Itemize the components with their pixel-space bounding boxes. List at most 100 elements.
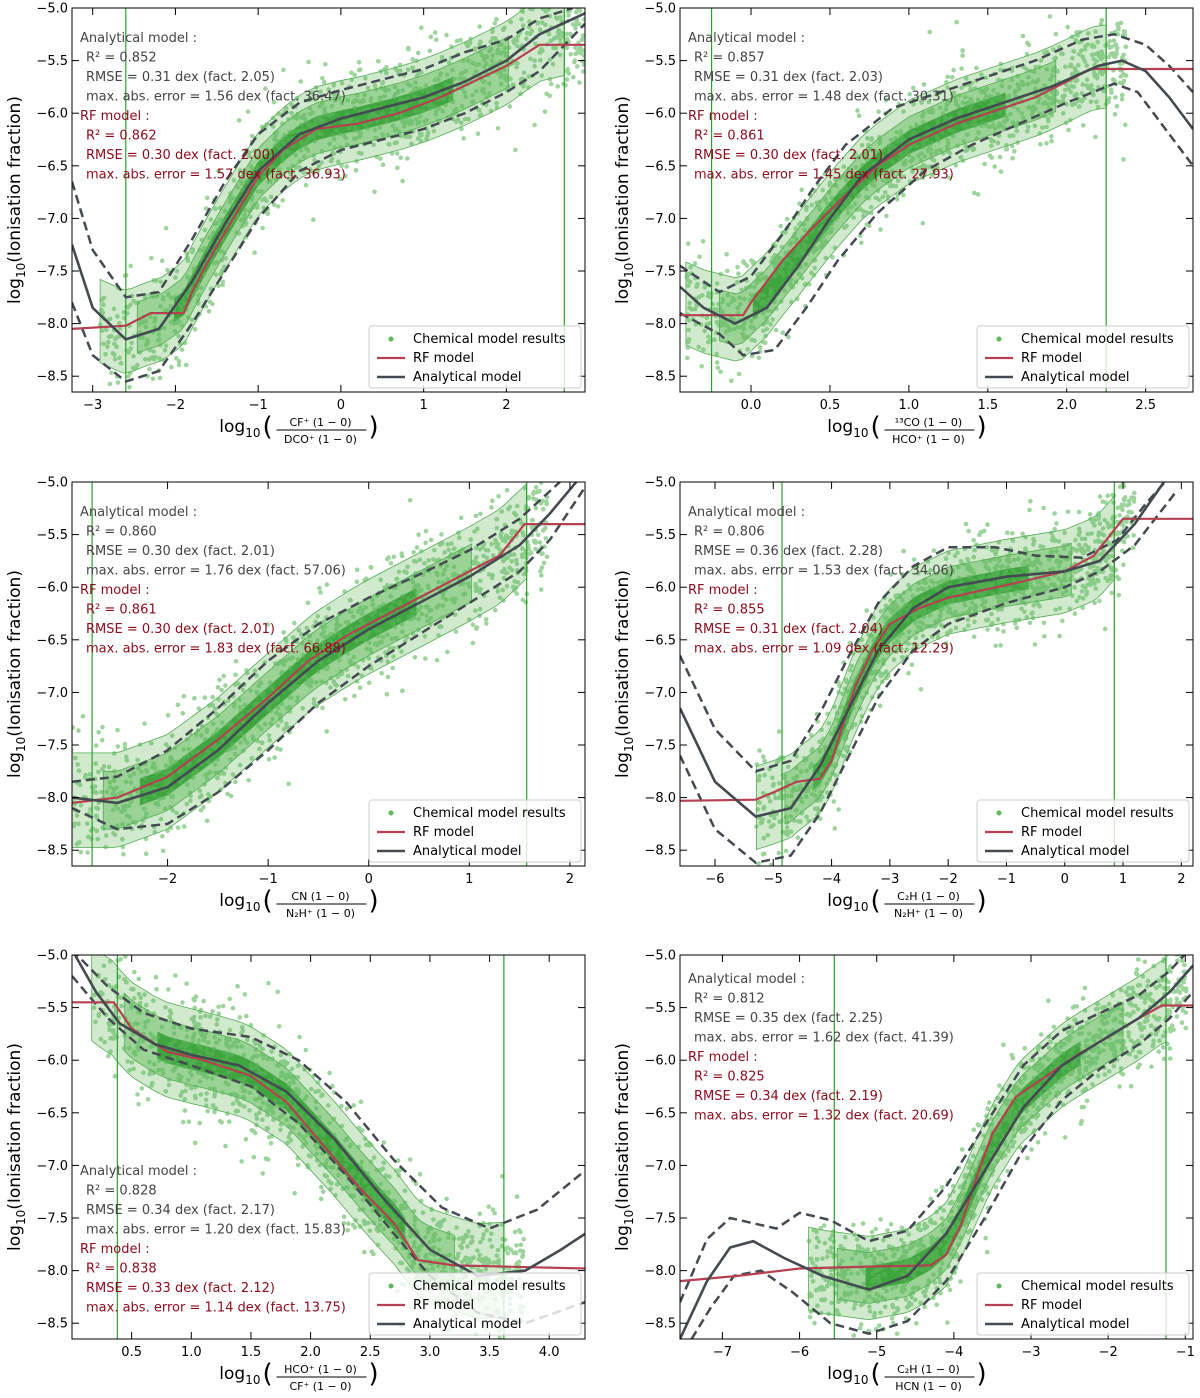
scatter-point — [432, 547, 437, 553]
scatter-point — [1081, 123, 1086, 128]
scatter-point — [736, 271, 741, 277]
scatter-point — [82, 775, 88, 780]
scatter-point — [574, 17, 580, 23]
legend-label-analytical: Analytical model — [1021, 370, 1129, 385]
scatter-point — [395, 165, 400, 171]
scatter-point — [384, 70, 389, 76]
scatter-point — [272, 131, 278, 136]
scatter-point — [398, 155, 404, 160]
scatter-point — [454, 38, 460, 44]
uncertainty-upper-dashed — [680, 33, 1193, 294]
scatter-point — [858, 637, 864, 642]
scatter-point — [876, 109, 881, 114]
scatter-point — [316, 168, 321, 173]
scatter-point — [283, 658, 288, 663]
scatter-point — [530, 8, 535, 12]
scatter-point — [97, 322, 103, 328]
scatter-point — [328, 675, 334, 681]
scatter-point — [927, 29, 932, 35]
scatter-point — [1093, 134, 1098, 140]
scatter-point — [945, 100, 950, 106]
scatter-point — [215, 757, 221, 762]
scatter-point — [434, 657, 440, 663]
scatter-point — [911, 130, 917, 136]
scatter-point — [862, 657, 867, 662]
x-tick-label: 1 — [1119, 872, 1127, 887]
scatter-point — [94, 828, 100, 833]
scatter-point — [1076, 509, 1082, 515]
scatter-point — [1064, 588, 1069, 594]
scatter-point — [1124, 519, 1129, 525]
scatter-point — [172, 295, 178, 300]
scatter-point — [394, 576, 400, 582]
scatter-point — [137, 742, 143, 747]
scatter-point — [825, 790, 830, 795]
scatter-point — [901, 590, 907, 595]
scatter-point — [182, 824, 187, 829]
scatter-point — [161, 795, 166, 801]
scatter-point — [166, 791, 171, 796]
scatter-point — [287, 150, 292, 156]
scatter-point — [1076, 532, 1082, 538]
scatter-point — [117, 321, 122, 326]
scatter-point — [572, 59, 577, 65]
scatter-point — [244, 1013, 249, 1019]
scatter-point — [255, 155, 260, 161]
scatter-point — [951, 128, 956, 134]
scatter-point — [1046, 576, 1051, 581]
scatter-point — [1057, 606, 1063, 611]
scatter-point — [1052, 582, 1057, 588]
scatter-point — [898, 156, 903, 162]
scatter-point — [497, 595, 503, 600]
scatter-point — [489, 1244, 495, 1249]
scatter-point — [481, 553, 486, 559]
scatter-point — [854, 647, 859, 652]
scatter-point — [975, 192, 981, 197]
scatter-point — [1073, 37, 1079, 43]
scatter-point — [360, 657, 366, 663]
scatter-point — [375, 1167, 380, 1173]
scatter-point — [126, 350, 131, 355]
scatter-point — [1060, 591, 1066, 596]
scatter-point — [505, 555, 511, 560]
legend-box — [976, 325, 1190, 389]
scatter-point — [428, 537, 434, 543]
scatter-point — [99, 328, 105, 334]
scatter-point — [956, 614, 962, 620]
scatter-point — [859, 163, 865, 168]
scatter-point — [364, 646, 370, 651]
scatter-point — [427, 1240, 432, 1245]
scatter-point — [747, 284, 753, 290]
scatter-point — [284, 721, 289, 726]
scatter-point — [1121, 78, 1127, 84]
scatter-point — [849, 686, 854, 692]
scatter-point — [370, 602, 376, 607]
scatter-point — [538, 587, 544, 592]
scatter-point — [157, 375, 163, 381]
scatter-point — [151, 349, 156, 354]
scatter-point — [494, 16, 499, 22]
scatter-point — [222, 264, 227, 270]
scatter-point — [427, 48, 433, 54]
y-label-log: log — [613, 278, 633, 304]
scatter-point — [804, 217, 810, 222]
scatter-point — [426, 558, 432, 563]
scatter-point — [99, 737, 105, 743]
scatter-point — [1131, 499, 1137, 504]
scatter-point — [1088, 579, 1094, 584]
scatter-point — [532, 63, 537, 69]
scatter-point — [1097, 521, 1103, 526]
scatter-point — [757, 344, 763, 350]
scatter-point — [1004, 597, 1009, 603]
scatter-point — [326, 170, 332, 175]
scatter-point — [471, 60, 476, 66]
scatter-point — [777, 755, 783, 760]
scatter-point — [453, 119, 459, 124]
scatter-point — [964, 76, 969, 81]
scatter-point — [832, 245, 838, 251]
scatter-point — [852, 189, 857, 194]
scatter-point — [484, 95, 490, 100]
scatter-point — [286, 781, 292, 787]
scatter-point — [185, 782, 190, 787]
